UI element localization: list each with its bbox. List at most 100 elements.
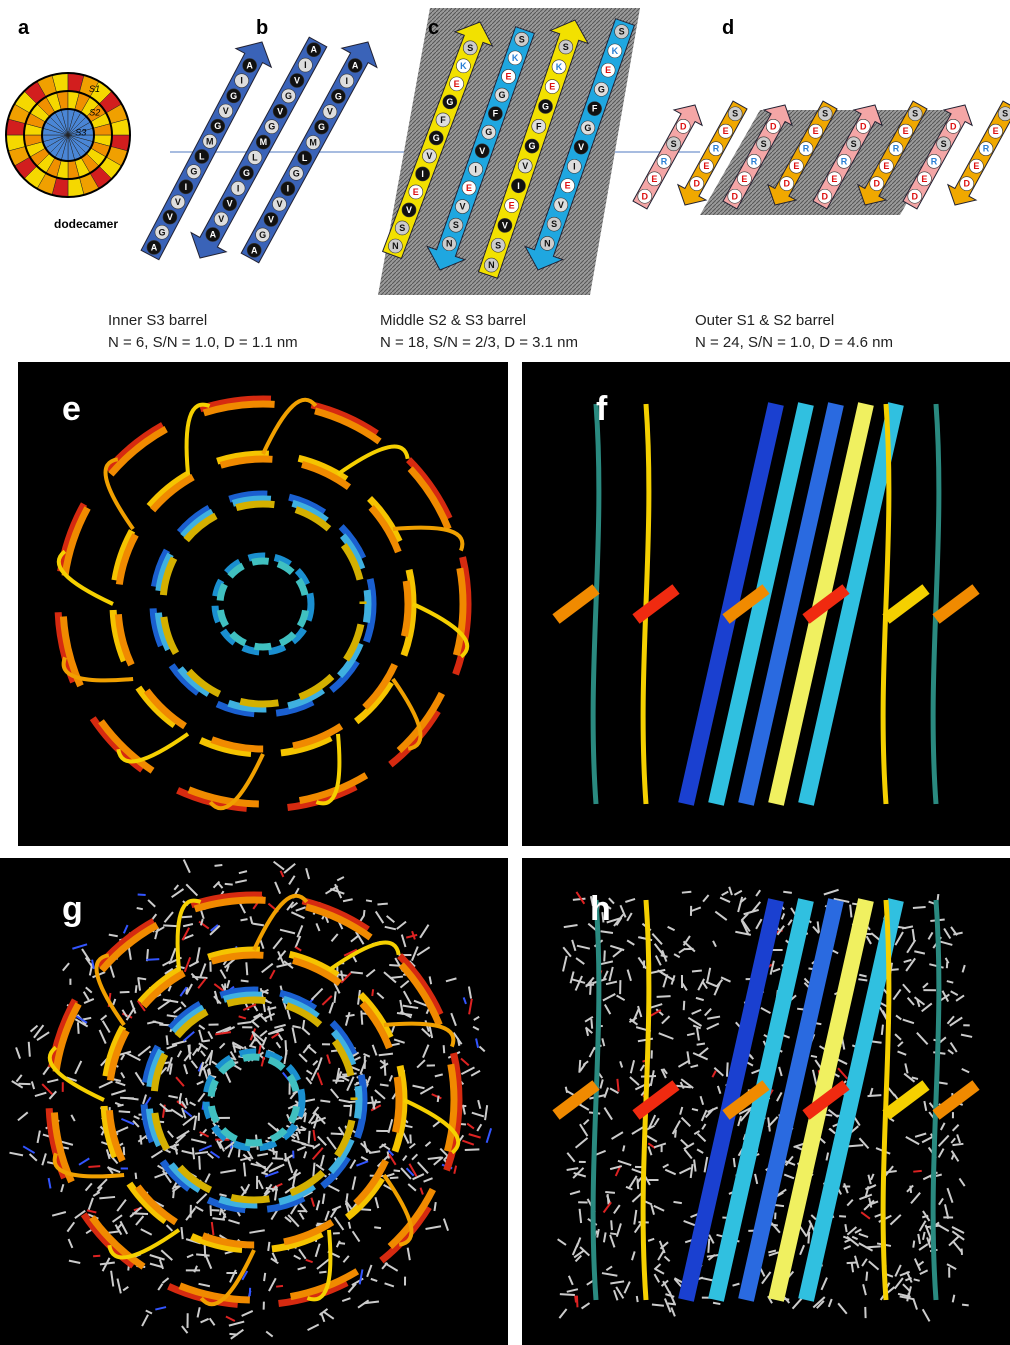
atom-bond bbox=[119, 1111, 130, 1112]
atom-bond bbox=[192, 977, 207, 978]
residue-label: E bbox=[831, 174, 837, 184]
residue-label: E bbox=[903, 126, 909, 136]
residue-label: E bbox=[793, 161, 799, 171]
residue-label: V bbox=[502, 220, 508, 230]
residue-label: E bbox=[466, 183, 472, 193]
residue-label: A bbox=[251, 245, 258, 255]
residue-label: I bbox=[240, 76, 243, 86]
atom-bond bbox=[268, 1242, 269, 1251]
residue-label: S bbox=[619, 27, 625, 37]
residue-label: S bbox=[761, 139, 767, 149]
atom-bond bbox=[868, 1095, 882, 1096]
residue-label: L bbox=[302, 153, 308, 163]
atom-bond bbox=[29, 1042, 30, 1057]
residue-label: A bbox=[352, 60, 359, 70]
atom-bond bbox=[390, 1178, 398, 1179]
atom-bond bbox=[465, 1149, 480, 1150]
atom-bond bbox=[241, 980, 249, 981]
residue-label: S bbox=[495, 240, 501, 250]
atom-bond bbox=[845, 1224, 846, 1232]
residue-label: A bbox=[210, 230, 217, 240]
atom-bond bbox=[137, 978, 146, 979]
barrel-params: N = 18, S/N = 2/3, D = 3.1 nm bbox=[380, 334, 578, 351]
residue-label: D bbox=[822, 191, 829, 201]
barrel-name: Outer S1 & S2 barrel bbox=[695, 312, 834, 329]
atom-bond bbox=[309, 1131, 310, 1144]
residue-label: D bbox=[642, 191, 649, 201]
panel-label: f bbox=[596, 390, 608, 428]
residue-label: G bbox=[335, 91, 342, 101]
atom-bond bbox=[377, 904, 387, 905]
atom-bond bbox=[372, 989, 373, 996]
atom-bond bbox=[610, 1233, 616, 1234]
residue-label: D bbox=[860, 121, 867, 131]
residue-label: E bbox=[454, 79, 460, 89]
residue-label: G bbox=[158, 227, 165, 237]
residue-label: L bbox=[199, 151, 205, 161]
residue-label: V bbox=[522, 161, 528, 171]
residue-label: I bbox=[237, 183, 240, 193]
atom-bond bbox=[366, 1102, 380, 1103]
atom-bond bbox=[272, 1158, 283, 1159]
residue-label: E bbox=[703, 161, 709, 171]
residue-label: V bbox=[227, 199, 233, 209]
residue-label: A bbox=[246, 61, 253, 71]
residue-label: D bbox=[873, 179, 880, 189]
atom-bond bbox=[438, 1096, 439, 1102]
atom-bond bbox=[351, 972, 363, 973]
residue-label: V bbox=[578, 142, 584, 152]
atom-bond bbox=[209, 1068, 210, 1074]
residue-label: L bbox=[252, 153, 258, 163]
atom-bond bbox=[78, 1022, 79, 1033]
residue-label: G bbox=[230, 91, 237, 101]
residue-label: R bbox=[931, 156, 938, 166]
residue-label: R bbox=[803, 144, 810, 154]
atom-bond bbox=[783, 892, 792, 893]
atom-bond bbox=[276, 1151, 277, 1159]
barrel-name: Inner S3 barrel bbox=[108, 312, 207, 329]
atom-bond bbox=[852, 1263, 853, 1273]
residue-label: I bbox=[185, 182, 188, 192]
panel-label: g bbox=[62, 890, 83, 928]
atom-bond bbox=[708, 1239, 709, 1253]
atom-bond bbox=[811, 1056, 817, 1057]
residue-label: K bbox=[556, 62, 563, 72]
atom-bond bbox=[910, 1186, 911, 1193]
residue-label: V bbox=[426, 151, 432, 161]
atom-bond bbox=[637, 1296, 638, 1302]
residue-label: N bbox=[392, 241, 399, 251]
atom-bond bbox=[913, 1241, 914, 1248]
residue-label: E bbox=[723, 126, 729, 136]
atom-bond bbox=[244, 1162, 245, 1176]
residue-label: E bbox=[883, 161, 889, 171]
residue-label: M bbox=[206, 136, 214, 146]
residue-label: V bbox=[479, 146, 485, 156]
residue-label: E bbox=[509, 201, 515, 211]
atom-bond bbox=[303, 1020, 304, 1029]
atom-bond bbox=[608, 1194, 609, 1204]
residue-label: F bbox=[592, 104, 598, 114]
residue-label: D bbox=[912, 191, 919, 201]
atom-bond bbox=[167, 1035, 168, 1045]
residue-label: S bbox=[467, 43, 473, 53]
barrel-name: Middle S2 & S3 barrel bbox=[380, 312, 526, 329]
atom-bond bbox=[320, 1101, 330, 1102]
residue-label: V bbox=[277, 106, 283, 116]
atom-bond bbox=[952, 1144, 963, 1145]
barrel-params: N = 24, S/N = 1.0, D = 4.6 nm bbox=[695, 334, 893, 351]
atom-bond bbox=[331, 1133, 343, 1134]
residue-label: R bbox=[751, 156, 758, 166]
atom-bond bbox=[734, 1158, 735, 1167]
residue-label: E bbox=[565, 181, 571, 191]
atom-bond bbox=[181, 1227, 182, 1239]
residue-label: S bbox=[732, 109, 738, 119]
atom-bond bbox=[617, 1079, 618, 1092]
residue-label: S bbox=[551, 219, 557, 229]
atom-bond bbox=[573, 899, 586, 900]
residue-label: E bbox=[549, 82, 555, 92]
residue-label: E bbox=[973, 161, 979, 171]
atom-bond bbox=[692, 1109, 698, 1110]
residue-label: G bbox=[293, 168, 300, 178]
residue-label: D bbox=[770, 121, 777, 131]
barrel-params: N = 6, S/N = 1.0, D = 1.1 nm bbox=[108, 334, 298, 351]
